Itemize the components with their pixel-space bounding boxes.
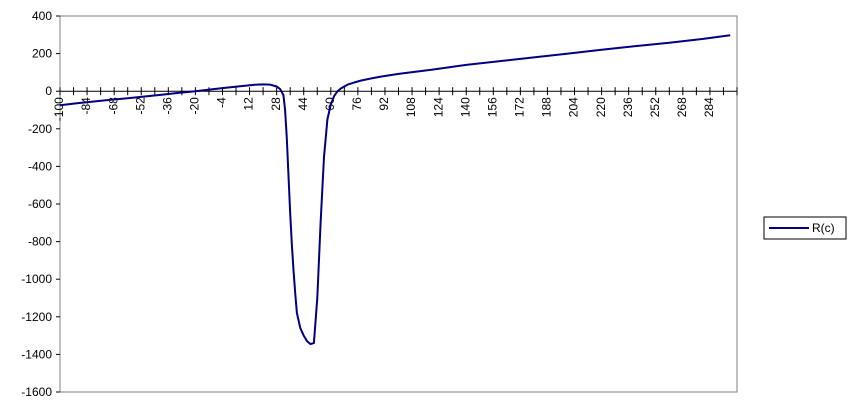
y-tick-label: 400 <box>32 9 52 23</box>
x-tick-label: 284 <box>702 97 716 117</box>
series-layer <box>59 34 731 346</box>
y-tick-label: -600 <box>28 197 52 211</box>
x-tick-label: -52 <box>133 97 147 115</box>
x-tick-label: 92 <box>377 97 391 111</box>
y-axis: 400 200 0 -200 -400 -600 -800 -1000 -1200 -1400 -1… <box>21 9 60 399</box>
x-tick-label: 172 <box>513 97 527 117</box>
x-tick-label: 44 <box>296 97 310 111</box>
legend: R(c) <box>763 216 847 240</box>
plot-area <box>59 15 738 393</box>
y-tick-label: 200 <box>32 47 52 61</box>
x-tick-label: 252 <box>648 97 662 117</box>
x-tick-label: -84 <box>79 97 93 115</box>
x-tick-label: 204 <box>567 97 581 117</box>
series-line-r-c <box>59 34 731 346</box>
legend-label: R(c) <box>812 221 835 235</box>
x-tick-label: -36 <box>160 97 174 115</box>
x-tick-label: -68 <box>106 97 120 115</box>
x-tick-label: 124 <box>431 97 445 117</box>
x-tick-label: 108 <box>404 97 418 117</box>
x-tick-label: 188 <box>540 97 554 117</box>
x-tick-label: -20 <box>188 97 202 115</box>
x-tick-label: 28 <box>269 97 283 111</box>
x-tick-label: -4 <box>215 97 229 108</box>
x-tick-label: 156 <box>485 97 499 117</box>
x-tick-label: -100 <box>52 97 66 121</box>
x-tick-label: 220 <box>594 97 608 117</box>
x-tick-label: 268 <box>675 97 689 117</box>
y-tick-label: -400 <box>28 159 52 173</box>
y-tick-label: -800 <box>28 235 52 249</box>
y-tick-label: -1200 <box>21 310 52 324</box>
y-tick-label: -1400 <box>21 347 52 361</box>
x-tick-label: 12 <box>242 97 256 111</box>
y-tick-label: -1600 <box>21 385 52 399</box>
x-axis: -100 -84 -68 -52 -36 -20 -4 12 28 44 60 76 92 108 124 1… <box>52 87 738 121</box>
x-tick-label: 236 <box>621 97 635 117</box>
y-tick-label: -200 <box>28 122 52 136</box>
y-tick-label: 0 <box>45 84 52 98</box>
x-tick-label: 76 <box>350 97 364 111</box>
y-tick-label: -1000 <box>21 272 52 286</box>
x-tick-label: 140 <box>458 97 472 117</box>
